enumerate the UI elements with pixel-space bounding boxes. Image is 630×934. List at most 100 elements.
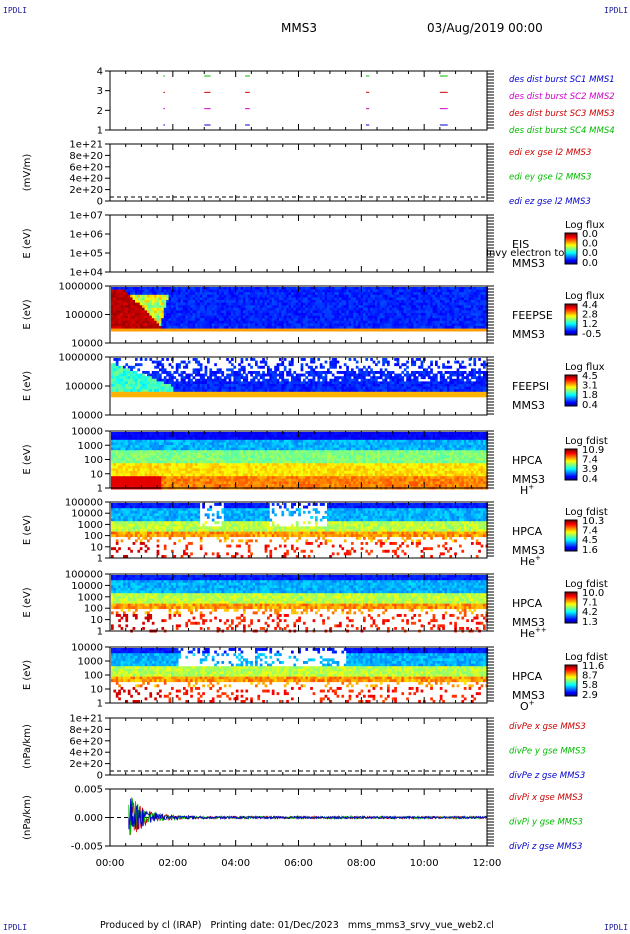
panel-feepsi-cell	[183, 391, 186, 395]
panel-feepsi-cell	[274, 368, 277, 372]
panel-feepsi-cell	[483, 384, 486, 387]
panel-feepsi-cell	[322, 384, 325, 387]
panel-feepse-cell	[211, 292, 215, 296]
panel-feepsi-cell	[267, 381, 270, 385]
panel-feepsi-cell	[264, 363, 268, 367]
panel-feepse-cell	[331, 289, 335, 293]
panel-feepse-cell	[451, 287, 455, 290]
panel-feepsi-cell	[365, 378, 369, 382]
panel-feepse-cell	[353, 318, 357, 322]
panel-eis-colorbar-band	[565, 250, 577, 252]
panel-feepsi-colorbar-band	[565, 385, 577, 387]
panel-feepse-cell	[211, 305, 215, 309]
panel-feepsi-cell	[178, 365, 181, 369]
panel-feepse-colorbar-band	[565, 332, 577, 334]
panel-feepsi-cell	[288, 394, 292, 398]
panel-feepse-cell	[190, 326, 193, 329]
panel-feepsi-cell	[151, 371, 155, 374]
panel-feepse-cell	[156, 287, 160, 290]
panel-feepse-cell	[127, 302, 131, 306]
panel-feepsi-cell	[401, 391, 405, 395]
panel-feepse-cell	[298, 289, 301, 293]
panel-feepse-cell	[461, 305, 465, 309]
panel-feepse-cell	[130, 318, 133, 322]
panel-feepsi-cell	[483, 371, 486, 374]
panel-feepsi-cell	[423, 376, 426, 380]
panel-feepse-cell	[363, 315, 366, 319]
panel-feepse-cell	[163, 289, 167, 293]
panel-feepse-cell	[211, 300, 215, 303]
panel-feepse-cell	[228, 289, 232, 293]
panel-feepse-cell	[442, 297, 445, 301]
panel-feepse-cell	[351, 310, 354, 314]
panel-feepsi-cell	[195, 373, 198, 377]
panel-feepsi-cell	[372, 386, 376, 390]
panel-feepse-cell	[166, 292, 169, 296]
panel-feepsi-cell	[444, 371, 448, 374]
panel-feepse-cell	[459, 292, 462, 296]
panel-feepsi-cell	[199, 384, 203, 387]
panel-feepse-cell	[269, 326, 273, 329]
panel-feepse-cell	[449, 289, 453, 293]
panel-feepse-cell	[319, 318, 323, 322]
panel-feepsi-cell	[180, 381, 184, 385]
panel-feepsi-cell	[204, 384, 208, 387]
panel-feepsi-cell	[125, 368, 129, 372]
panel-feepse-cell	[276, 326, 280, 329]
panel-feepsi-cell	[300, 358, 304, 361]
panel-feepsi-cell	[120, 368, 124, 372]
panel-feepse-cell	[202, 305, 205, 309]
panel-feepse-cell	[163, 328, 167, 332]
panel-feepse-cell	[387, 307, 390, 311]
panel-feepse-cell	[427, 328, 431, 332]
panel-feepse-cell	[197, 287, 201, 290]
panel-feepse-cell	[360, 289, 364, 293]
panel-feepse-cell	[226, 328, 229, 332]
panel-feepse-cell	[339, 294, 342, 298]
panel-feepse-cell	[449, 287, 453, 290]
panel-feepsi-cell	[413, 360, 417, 364]
panel-feepse-cell	[235, 305, 239, 309]
panel-feepse-cell	[190, 302, 193, 306]
panel-feepse-colorbar-band	[565, 304, 577, 306]
panel-feepse-cell	[221, 300, 225, 303]
panel-feepsi-cell	[372, 391, 376, 395]
panel-feepse-cell	[437, 294, 441, 298]
panel-feepsi-cell	[401, 381, 405, 385]
panel-feepse-cell	[154, 289, 157, 293]
panel-feepsi-cell	[475, 391, 479, 395]
panel-feepse-cell	[317, 287, 321, 290]
panel-hpca_h-cell	[115, 484, 119, 487]
panel-feepsi-cell	[219, 376, 222, 380]
panel-feepse-cell	[279, 300, 282, 303]
panel-feepse-cell	[384, 323, 388, 327]
panel-feepsi-cell	[307, 373, 311, 377]
panel-feepse-cell	[264, 323, 268, 327]
panel-feepse-cell	[240, 313, 244, 316]
panel-feepse-cell	[144, 307, 148, 311]
panel-feepse-cell	[372, 320, 376, 324]
panel-feepse-cell	[173, 307, 177, 311]
panel-feepsi-cell	[341, 386, 345, 390]
panel-feepse-cell	[291, 326, 294, 329]
panel-feepse-cell	[394, 328, 397, 332]
panel-feepse-cell	[461, 292, 465, 296]
panel-feepse-cell	[159, 300, 162, 303]
panel-feepse-cell	[351, 292, 354, 296]
panel-feepse-cell	[471, 300, 474, 303]
panel-feepsi-cell	[317, 373, 321, 377]
panel-feepsi-cell	[322, 394, 325, 398]
panel-feepse-cell	[367, 320, 371, 324]
panel-feepsi-cell	[473, 368, 477, 372]
panel-feepsi-cell	[367, 391, 371, 395]
panel-feepse-cell	[449, 310, 453, 314]
panel-feepse-cell	[394, 320, 397, 324]
panel-feepse-cell	[245, 315, 249, 319]
panel-feepsi-cell	[135, 378, 138, 382]
panel-feepse-cell	[187, 292, 191, 296]
panel-feepse-cell	[382, 318, 385, 322]
panel-feepsi-cell	[468, 371, 472, 374]
panel-feepse-cell	[447, 300, 450, 303]
panel-hpca_h-heatmap	[111, 432, 489, 490]
panel-feepse-cell	[447, 292, 450, 296]
